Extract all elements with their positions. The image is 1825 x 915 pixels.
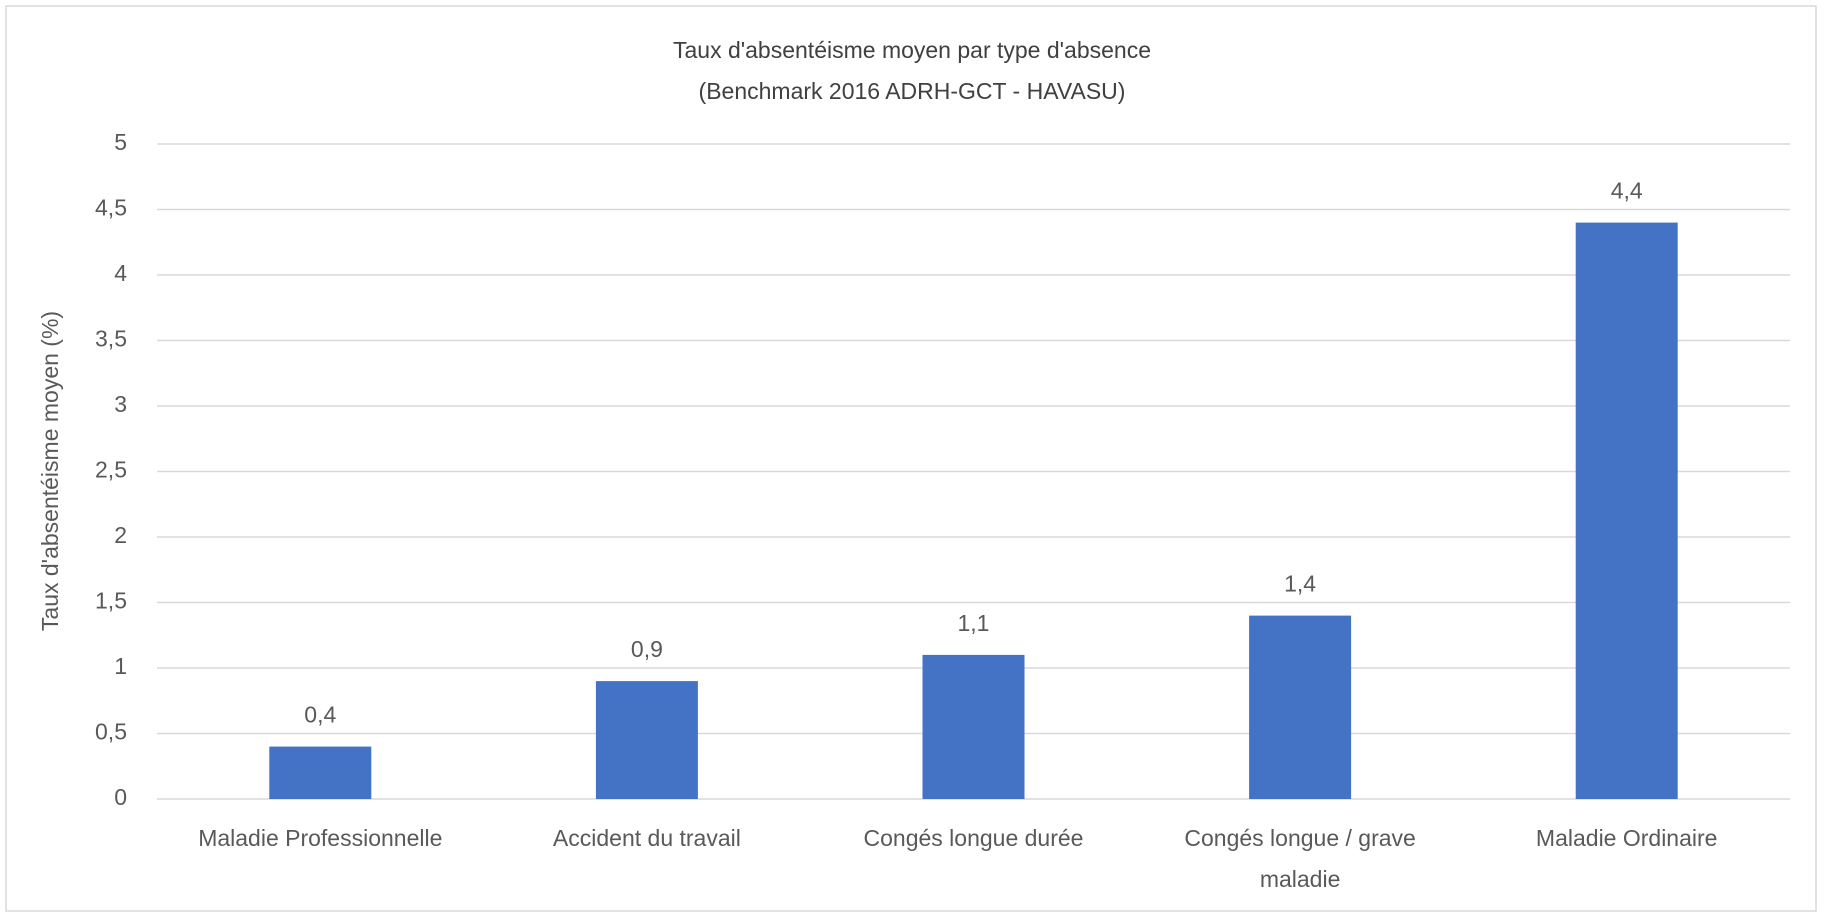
y-tick-label: 0,5 bbox=[95, 719, 127, 745]
data-label: 0,9 bbox=[631, 636, 663, 662]
y-tick-label: 3,5 bbox=[95, 326, 127, 352]
x-tick-label: Accident du travail bbox=[553, 825, 741, 851]
bar bbox=[269, 746, 372, 799]
y-tick-label: 0 bbox=[114, 784, 127, 810]
y-tick-label: 1,5 bbox=[95, 588, 127, 614]
data-label: 4,4 bbox=[1611, 178, 1643, 204]
y-tick-label: 1 bbox=[114, 653, 127, 679]
y-tick-label: 2 bbox=[114, 522, 127, 548]
bar bbox=[595, 681, 698, 799]
y-tick-label: 3 bbox=[114, 391, 127, 417]
x-tick-label: Congés longue durée bbox=[864, 825, 1084, 851]
bar bbox=[922, 654, 1025, 799]
data-label: 0,4 bbox=[304, 702, 336, 728]
bar bbox=[1575, 222, 1678, 800]
y-tick-label: 4,5 bbox=[95, 195, 127, 221]
chart-title: Taux d'absentéisme moyen par type d'abse… bbox=[673, 37, 1151, 63]
x-tick-label: Maladie Ordinaire bbox=[1536, 825, 1718, 851]
bar bbox=[1249, 615, 1352, 799]
x-tick-label: Congés longue / grave maladie bbox=[1184, 825, 1415, 892]
data-label: 1,4 bbox=[1284, 571, 1316, 597]
chart-subtitle: (Benchmark 2016 ADRH-GCT - HAVASU) bbox=[699, 78, 1126, 104]
x-tick-label: Maladie Professionnelle bbox=[198, 825, 442, 851]
y-axis-label: Taux d'absentéisme moyen (%) bbox=[37, 311, 63, 631]
data-label: 1,1 bbox=[958, 610, 990, 636]
y-tick-label: 2,5 bbox=[95, 457, 127, 483]
y-tick-label: 4 bbox=[114, 260, 127, 286]
y-tick-label: 5 bbox=[114, 129, 127, 155]
